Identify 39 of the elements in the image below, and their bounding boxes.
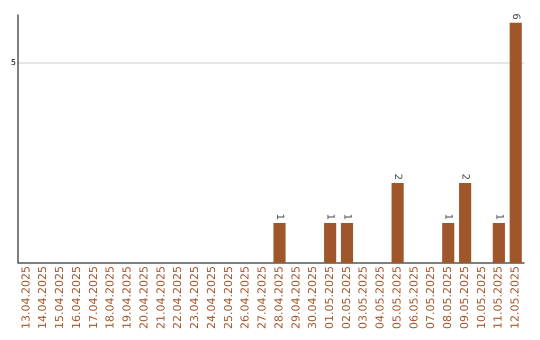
x-tick-label: 15.04.2025	[53, 266, 66, 330]
x-tick-label: 04.05.2025	[374, 266, 387, 330]
data-label: 1	[442, 214, 454, 220]
x-tick-label: 09.05.2025	[458, 266, 471, 330]
x-tick-label: 29.04.2025	[289, 266, 302, 330]
x-tick-label: 23.04.2025	[188, 266, 202, 330]
x-tick-label: 21.04.2025	[154, 266, 168, 330]
data-label: 1	[324, 214, 336, 220]
x-tick-label: 10.05.2025	[474, 266, 488, 330]
x-tick-label: 14.04.2025	[36, 266, 50, 330]
data-label: 1	[493, 214, 504, 220]
x-tick-label: 26.04.2025	[238, 266, 252, 330]
y-tick-label: 5	[10, 58, 16, 67]
x-tick-label: 12.05.2025	[508, 266, 522, 330]
x-tick-label: 02.05.2025	[340, 266, 353, 330]
x-tick-label: 05.05.2025	[390, 266, 404, 330]
x-tick-label: 24.04.2025	[204, 266, 218, 330]
x-tick-label: 01.05.2025	[322, 266, 336, 330]
x-tick-label: 08.05.2025	[441, 266, 454, 330]
x-tick-label: 18.04.2025	[104, 266, 117, 330]
x-tick-label: 13.04.2025	[19, 266, 32, 330]
x-tick-label: 22.04.2025	[171, 266, 184, 330]
x-tick-label: 11.05.2025	[492, 266, 505, 330]
x-tick-label: 25.04.2025	[222, 266, 235, 330]
x-tick-label: 06.05.2025	[407, 266, 420, 330]
x-tick-label: 17.04.2025	[86, 266, 100, 330]
x-tick-label: 20.04.2025	[137, 266, 150, 330]
x-tick-label: 16.04.2025	[70, 266, 83, 330]
x-tick-label: 03.05.2025	[356, 266, 370, 330]
x-tick-label: 28.04.2025	[272, 266, 286, 330]
x-tick-label: 07.05.2025	[424, 266, 438, 330]
x-tick-label: 30.04.2025	[306, 266, 320, 330]
data-label: 2	[460, 174, 471, 180]
x-tick-label: 19.04.2025	[120, 266, 134, 330]
x-tick-label: 27.04.2025	[256, 266, 269, 330]
data-label: 1	[341, 214, 352, 220]
data-label: 6	[510, 13, 522, 20]
data-label: 2	[392, 174, 404, 180]
data-label: 1	[274, 214, 285, 220]
